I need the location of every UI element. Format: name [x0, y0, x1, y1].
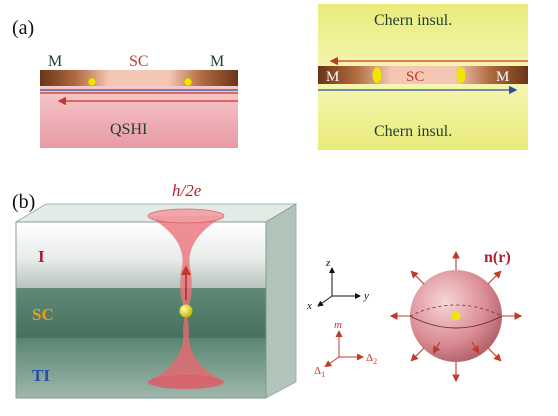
- layer-i: [16, 222, 266, 288]
- majorana-right-2: [456, 67, 466, 83]
- majorana-right: [183, 77, 193, 87]
- label-qshi: QSHI: [110, 121, 147, 138]
- flux-label: h/2e: [172, 181, 202, 200]
- layered-block: h/2e I SC TI: [14, 181, 298, 399]
- axis-d1: [324, 356, 340, 368]
- label-m-left: M: [48, 53, 62, 70]
- flux-tube-bottom-rim: [148, 375, 224, 389]
- arrow-down-right: [487, 347, 502, 362]
- layer-sc: [16, 288, 266, 338]
- label-m-left-right: M: [326, 69, 339, 85]
- axis-d2-label: Δ2: [366, 352, 377, 366]
- block-outline: [15, 221, 267, 399]
- layer-label-i: I: [38, 247, 45, 266]
- sphere-label: n(r): [484, 249, 511, 266]
- sphere-equator-back: [409, 304, 503, 317]
- flux-tube-lower: [148, 312, 224, 382]
- label-sc-right: SC: [406, 69, 424, 85]
- arrow-up-right: [487, 270, 502, 285]
- arrow-down-left: [410, 347, 425, 362]
- label-m-right: M: [210, 53, 224, 70]
- majorana-vortex: [179, 304, 193, 318]
- axis-m-label: m: [334, 319, 342, 331]
- flux-tube-top-rim: [147, 208, 225, 224]
- axis-x: [317, 295, 333, 307]
- label-chern-top: Chern insul.: [374, 12, 452, 29]
- gap-axes: m Δ2 Δ1: [314, 319, 377, 379]
- arrow-up-left: [410, 270, 425, 285]
- label-m-right-right: M: [496, 69, 509, 85]
- sphere-equator-front: [409, 315, 503, 329]
- radial-arrows: [389, 250, 523, 383]
- panel-a-right: Chern insul. M SC M Chern insul.: [318, 4, 528, 150]
- panel-a-label: (a): [12, 17, 34, 39]
- axis-x-label: x: [306, 300, 312, 312]
- panel-a-left: M SC M QSHI: [40, 53, 238, 148]
- majorana-left: [87, 77, 97, 87]
- arrow-inner-lower-left: [432, 341, 441, 354]
- label-sc: SC: [129, 53, 149, 70]
- axis-z-label: z: [325, 257, 331, 269]
- axis-d1-label: Δ1: [314, 365, 325, 379]
- sphere-center-point: [451, 311, 461, 321]
- xyz-axes: z y x: [306, 257, 369, 312]
- hedgehog-sphere: n(r): [389, 249, 523, 383]
- qshi-region: [40, 86, 238, 148]
- panel-b-label: (b): [12, 191, 35, 213]
- layer-label-sc: SC: [32, 305, 54, 324]
- metal-sc-strip-right: [318, 66, 528, 84]
- flux-tube-upper: [148, 216, 224, 310]
- layer-label-ti: TI: [32, 366, 50, 385]
- axis-y-label: y: [363, 290, 369, 302]
- majorana-right-1: [372, 67, 382, 83]
- arrow-inner-lower-right: [471, 341, 480, 354]
- block-side-face: [265, 203, 297, 399]
- metal-sc-strip: [40, 70, 238, 86]
- layer-ti: [16, 338, 266, 398]
- label-chern-bottom: Chern insul.: [374, 123, 452, 140]
